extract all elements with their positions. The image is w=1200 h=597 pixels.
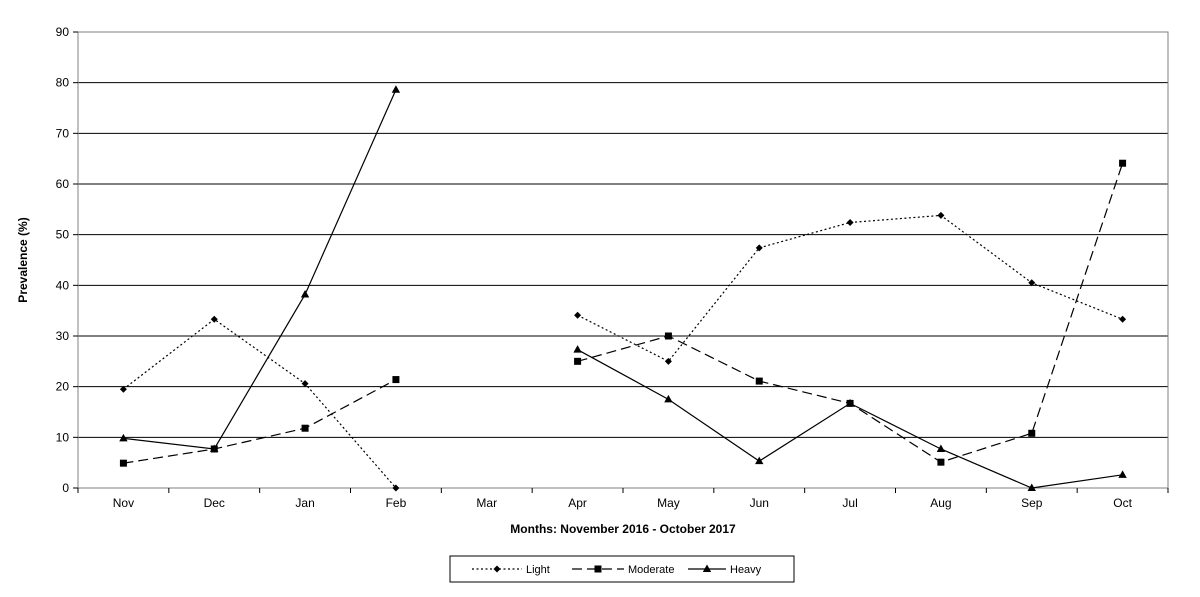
y-tick-label-70: 70 bbox=[56, 126, 70, 140]
point-moderate-jan bbox=[301, 424, 309, 432]
series-line-moderate-0 bbox=[123, 379, 397, 464]
legend-box bbox=[449, 555, 795, 583]
point-heavy-aug bbox=[936, 444, 946, 452]
point-light-apr bbox=[574, 311, 582, 319]
y-tick-label-50: 50 bbox=[56, 228, 70, 242]
x-tick-label-sep: Sep bbox=[1021, 496, 1043, 510]
y-tick-label-40: 40 bbox=[56, 278, 70, 292]
x-axis-ticks: Nov Dec Jan Feb Mar Apr May Jun Jul Aug Sep Oct bbox=[77, 488, 1169, 510]
point-moderate-apr bbox=[574, 357, 582, 365]
series-heavy bbox=[119, 85, 1127, 491]
y-tick-label-90: 90 bbox=[56, 25, 70, 39]
series-line-moderate-1 bbox=[577, 163, 1124, 463]
x-tick-label-feb: Feb bbox=[386, 496, 407, 510]
point-light-dec bbox=[210, 315, 218, 323]
legend-label-heavy: Heavy bbox=[730, 564, 762, 576]
legend-label-moderate: Moderate bbox=[628, 564, 674, 576]
point-heavy-jan bbox=[300, 289, 310, 298]
series-line-heavy-0 bbox=[123, 89, 397, 450]
x-tick-label-mar: Mar bbox=[476, 496, 497, 510]
point-heavy-jul bbox=[845, 398, 855, 407]
point-light-nov bbox=[119, 385, 127, 393]
point-light-feb bbox=[392, 484, 400, 492]
x-tick-label-nov: Nov bbox=[113, 496, 134, 510]
point-heavy-apr bbox=[573, 345, 582, 353]
point-moderate-feb bbox=[392, 376, 400, 384]
point-heavy-may bbox=[664, 394, 673, 403]
x-tick-label-aug: Aug bbox=[930, 496, 951, 510]
y-tick-label-80: 80 bbox=[56, 76, 70, 90]
point-moderate-oct bbox=[1119, 159, 1127, 167]
x-tick-label-jul: Jul bbox=[842, 496, 857, 510]
point-light-oct bbox=[1119, 315, 1127, 323]
y-tick-label-60: 60 bbox=[56, 177, 70, 191]
point-light-jul bbox=[846, 219, 854, 227]
point-heavy-oct bbox=[1118, 470, 1127, 478]
point-heavy-feb bbox=[391, 85, 401, 93]
y-axis-title: Prevalence (%) bbox=[16, 217, 30, 302]
legend: Light Moderate Heavy bbox=[449, 555, 795, 583]
point-heavy-nov bbox=[119, 433, 128, 442]
point-heavy-sep bbox=[1027, 483, 1036, 491]
series-light bbox=[119, 211, 1127, 492]
point-heavy-jun bbox=[755, 456, 764, 465]
point-moderate-nov bbox=[119, 459, 127, 467]
point-light-jun bbox=[755, 244, 763, 252]
y-tick-label-0: 0 bbox=[62, 481, 69, 495]
y-tick-label-20: 20 bbox=[56, 380, 70, 394]
x-tick-label-jun: Jun bbox=[750, 496, 769, 510]
series-line-light-0 bbox=[123, 318, 397, 489]
y-axis-ticks: 0 10 20 30 40 50 60 70 80 90 bbox=[56, 25, 78, 495]
y-tick-label-30: 30 bbox=[56, 329, 70, 343]
point-moderate-may bbox=[664, 332, 672, 340]
point-light-sep bbox=[1028, 279, 1036, 287]
series-line-light-1 bbox=[577, 214, 1123, 363]
point-light-aug bbox=[937, 211, 945, 219]
y-tick-label-10: 10 bbox=[56, 430, 70, 444]
x-tick-label-dec: Dec bbox=[204, 496, 225, 510]
series-moderate bbox=[119, 159, 1127, 467]
point-light-may bbox=[664, 357, 672, 365]
legend-marker-moderate bbox=[594, 565, 602, 573]
legend-marker-heavy bbox=[702, 564, 712, 572]
gridlines bbox=[78, 31, 1168, 489]
series-line-heavy-1 bbox=[577, 349, 1123, 489]
legend-marker-light bbox=[493, 565, 501, 573]
x-tick-label-apr: Apr bbox=[568, 496, 587, 510]
legend-label-light: Light bbox=[526, 564, 550, 576]
x-tick-label-may: May bbox=[657, 496, 680, 510]
point-heavy-dec bbox=[210, 444, 219, 452]
x-axis-title: Months: November 2016 - October 2017 bbox=[510, 522, 736, 536]
point-moderate-aug bbox=[937, 458, 945, 466]
point-light-jan bbox=[301, 380, 309, 388]
x-tick-label-jan: Jan bbox=[295, 496, 314, 510]
point-moderate-sep bbox=[1028, 429, 1036, 437]
point-moderate-jun bbox=[755, 377, 763, 385]
x-tick-label-oct: Oct bbox=[1113, 496, 1132, 510]
series-layer bbox=[119, 85, 1127, 492]
plot-area-frame bbox=[77, 31, 1169, 489]
